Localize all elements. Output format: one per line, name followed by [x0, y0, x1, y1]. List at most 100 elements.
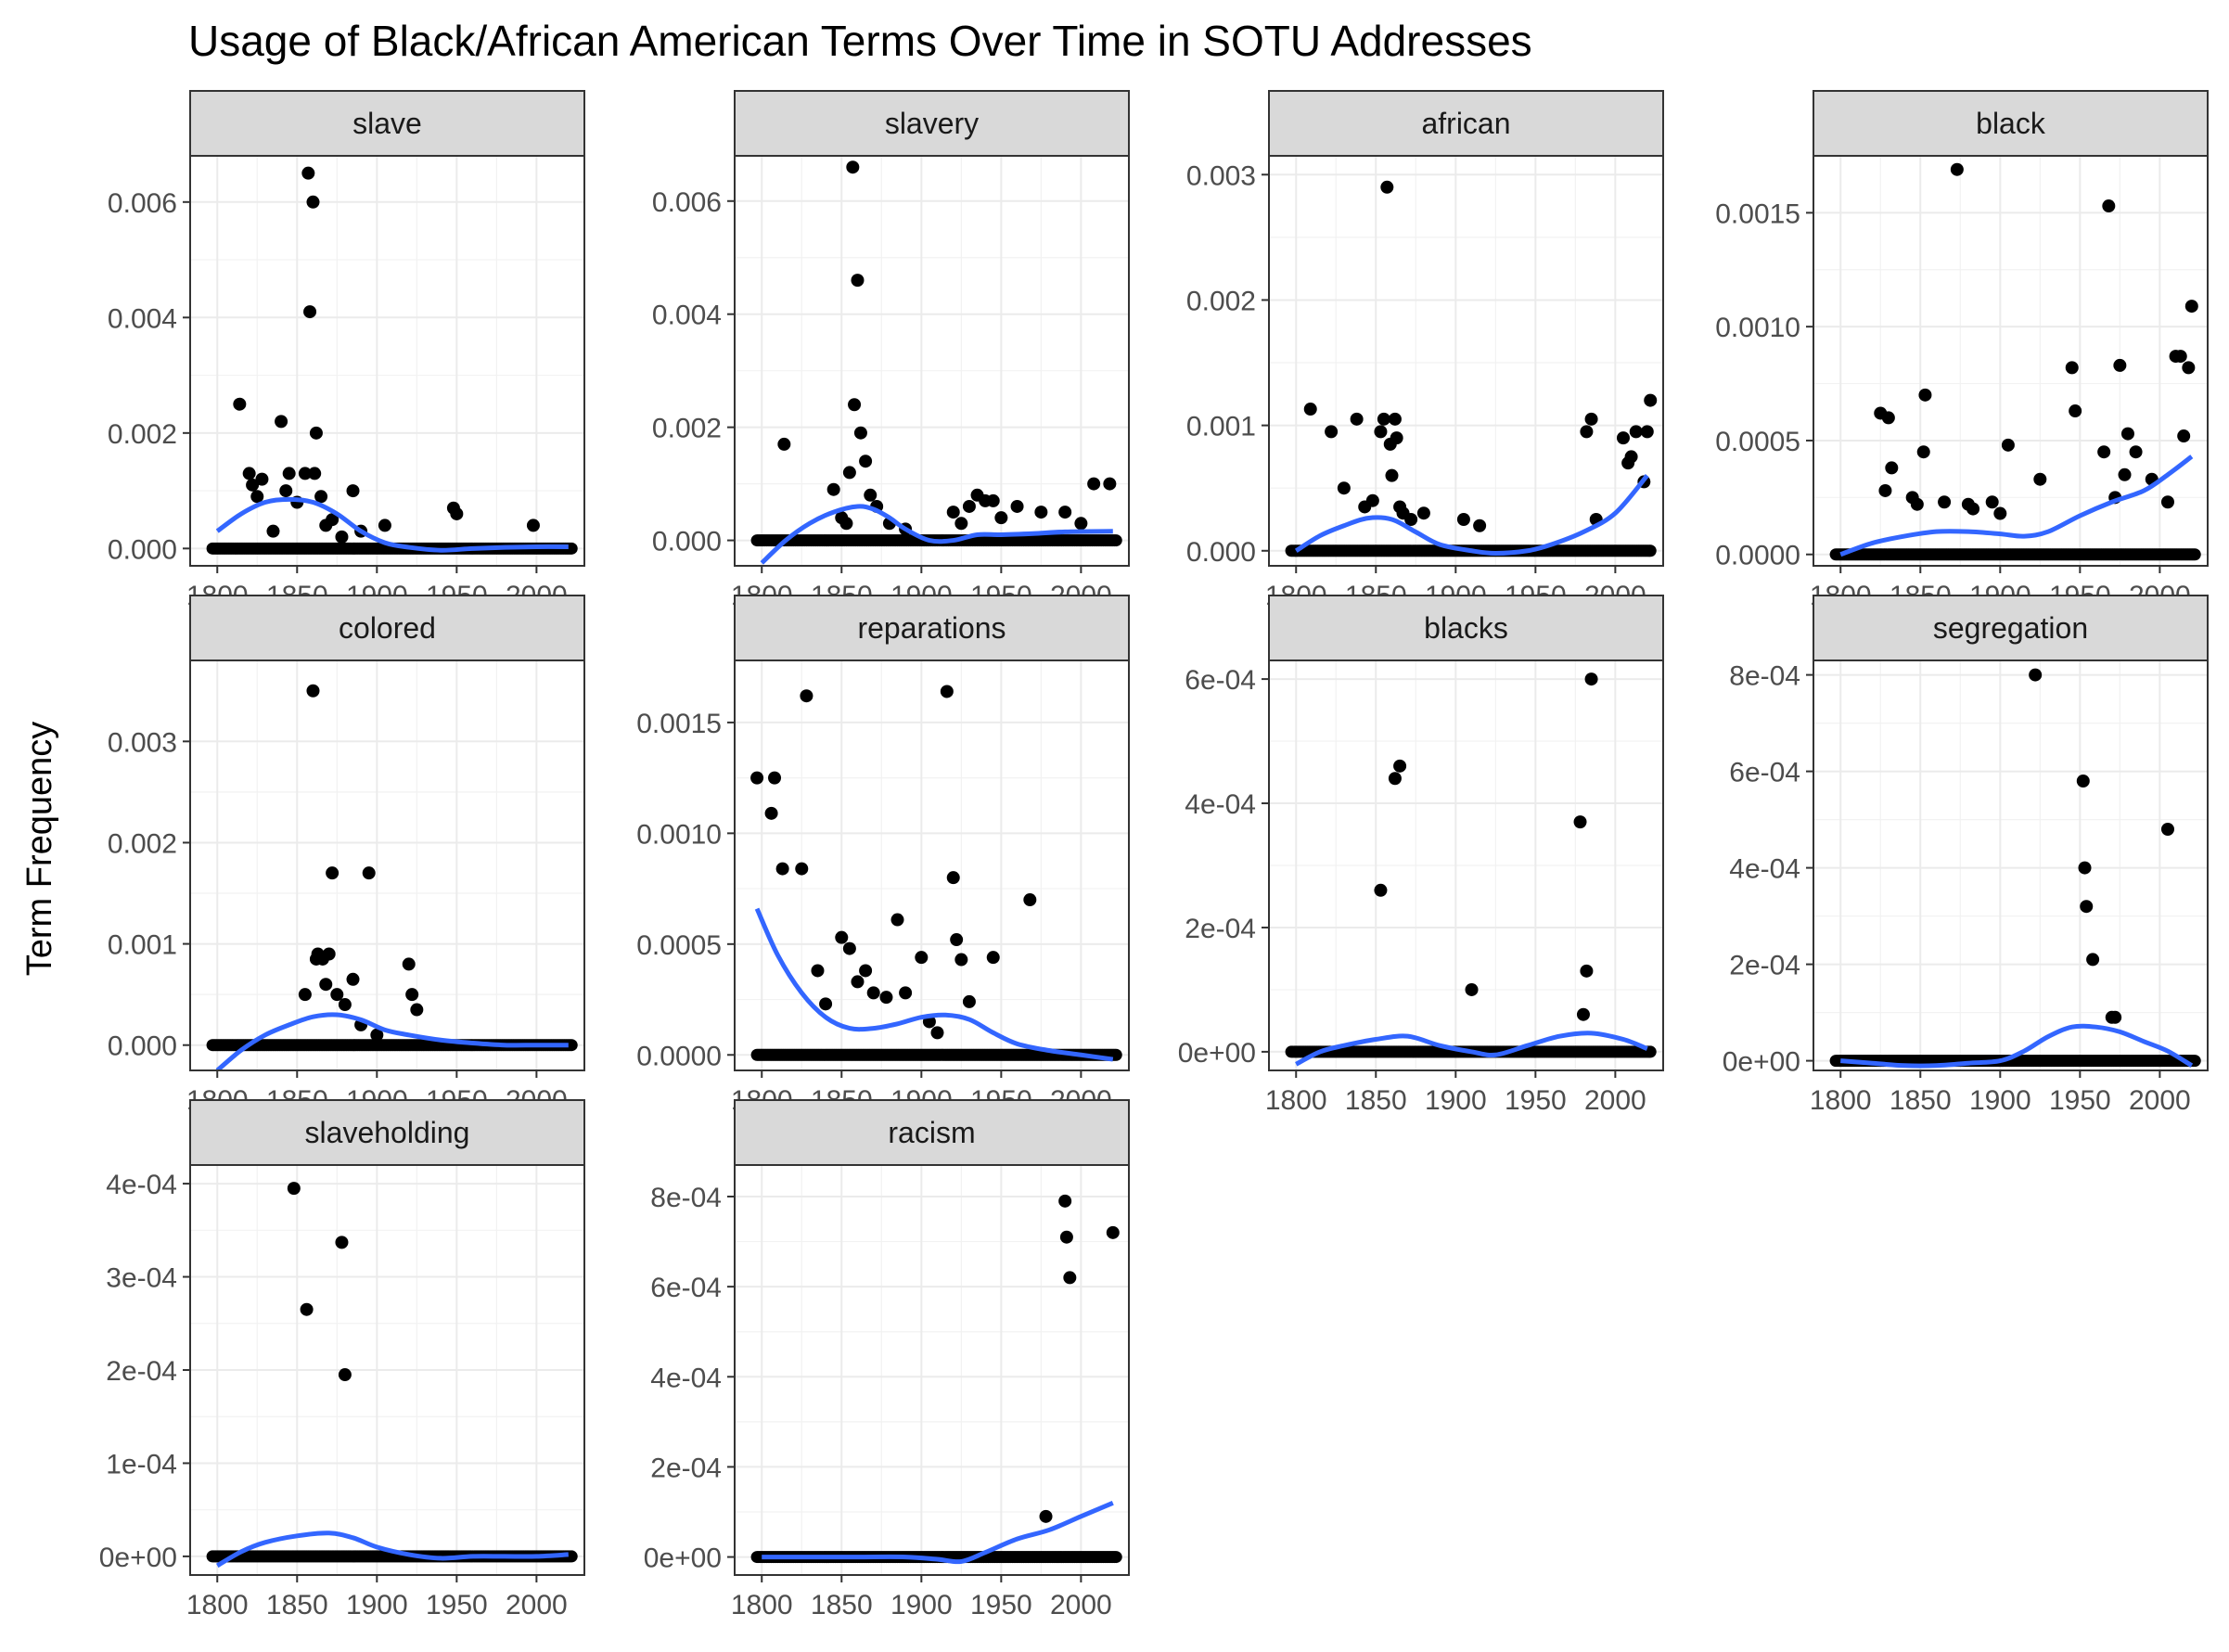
data-point [279, 484, 293, 498]
data-point [326, 866, 339, 880]
data-point [1885, 461, 1899, 475]
data-point [859, 964, 873, 978]
data-point [338, 1368, 352, 1382]
data-point [1878, 483, 1892, 497]
y-tick-label: 0.000 [108, 1031, 177, 1062]
y-tick-label: 2e-04 [1729, 951, 1800, 981]
data-point [775, 862, 789, 876]
data-point [362, 866, 376, 880]
data-point [410, 1003, 424, 1017]
data-point [405, 988, 419, 1002]
data-point [346, 484, 360, 498]
data-point [275, 415, 288, 429]
data-point [2160, 495, 2174, 509]
smooth-line-slavery [760, 504, 1113, 565]
data-point [370, 1028, 384, 1042]
data-point [1580, 425, 1594, 439]
data-point [1881, 411, 1895, 425]
plot-area-african [1269, 156, 1663, 566]
zero-point [565, 1550, 578, 1563]
data-point [842, 466, 856, 480]
data-point [946, 871, 960, 885]
data-point [1380, 180, 1394, 194]
data-point [1616, 431, 1630, 445]
data-point [1034, 506, 1048, 519]
panel-slave: slave0.0000.0020.0040.006180018501900195… [108, 90, 585, 611]
data-point [1918, 388, 1932, 402]
grid-slaveholding [190, 1165, 584, 1575]
y-tick-label: 2e-04 [1185, 914, 1256, 944]
panel-slavery: slavery0.0000.0020.0040.0061800185019001… [652, 90, 1130, 611]
data-point [1385, 468, 1399, 482]
y-tick-label: 0.0010 [1715, 313, 1800, 343]
data-point [1106, 1225, 1120, 1239]
data-point [826, 482, 840, 496]
strip-slaveholding [189, 1099, 585, 1166]
data-point [1916, 445, 1930, 459]
y-tick-label: 0e+00 [99, 1543, 177, 1573]
panel-racism: racism 0e+00 2e-04 4e-04 6e-04 8e-04 1800 1850 1… [644, 1099, 1130, 1620]
y-tick-label: 0.004 [108, 303, 177, 334]
strip-african [1268, 90, 1664, 157]
plot-area-slave [190, 156, 584, 566]
data-point [1010, 499, 1024, 513]
data-point [330, 988, 344, 1002]
smooth-line-colored [215, 1012, 569, 1070]
data-point [930, 1026, 944, 1040]
data-point [1058, 506, 1072, 519]
data-point [298, 467, 312, 480]
x-tick-label: 1800 [186, 1590, 249, 1620]
smooth-line-racism [762, 1500, 1114, 1565]
panel-border-racism [734, 1164, 1130, 1576]
y-tick-label: 0.003 [1186, 160, 1256, 191]
data-point [879, 991, 893, 1005]
data-point [2173, 350, 2187, 364]
x-tick-label: 1900 [1969, 1085, 2031, 1116]
data-point [1580, 964, 1594, 978]
y-tick-label: 0.0010 [636, 819, 722, 850]
data-point [1473, 519, 1487, 532]
data-point [2097, 445, 2111, 459]
data-point [1393, 759, 1407, 773]
x-tick-label: 1800 [1810, 1085, 1872, 1116]
data-point [314, 490, 328, 504]
y-tick-label: 0e+00 [1178, 1038, 1256, 1069]
x-tick-label: 1850 [1345, 1085, 1407, 1116]
y-tick-label: 4e-04 [1185, 789, 1256, 820]
strip-label-racism: racism [888, 1116, 975, 1149]
data-point [1374, 425, 1388, 439]
data-point [1023, 893, 1037, 907]
data-point [1993, 506, 2007, 520]
data-point [835, 930, 849, 944]
y-tick-label: 0.0015 [1715, 198, 1800, 229]
data-point [1584, 672, 1598, 686]
data-point [1063, 1271, 1077, 1285]
data-layer-colored [206, 684, 578, 1070]
data-point [1644, 393, 1658, 407]
strip-label-colored: colored [339, 611, 436, 645]
smooth-line-blacks [1295, 1031, 1648, 1067]
data-point [851, 975, 865, 989]
data-point [1337, 481, 1351, 495]
y-tick-label: 0e+00 [644, 1543, 722, 1574]
smooth-line-segregation [1840, 1023, 2194, 1069]
data-point [1629, 425, 1643, 439]
data-point [962, 994, 976, 1008]
plot-area-black [1813, 156, 2208, 566]
data-point [1640, 425, 1654, 439]
x-tick-label: 1950 [426, 1590, 488, 1620]
data-point [1303, 403, 1317, 416]
data-point [2033, 472, 2047, 486]
y-tick-label: 2e-04 [650, 1453, 722, 1483]
data-point [319, 978, 333, 992]
data-point [335, 530, 349, 544]
data-point [851, 274, 865, 288]
y-tick-label: 2e-04 [106, 1356, 177, 1387]
data-point [1910, 497, 1924, 511]
data-layer-slavery [750, 160, 1122, 565]
data-point [940, 685, 954, 698]
y-tick-label: 0.006 [652, 187, 722, 218]
data-point [954, 517, 968, 531]
y-tick-label: 0.0000 [636, 1041, 722, 1071]
data-point [962, 499, 976, 513]
